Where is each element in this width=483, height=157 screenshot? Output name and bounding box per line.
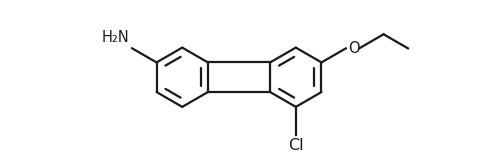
Text: Cl: Cl: [288, 138, 304, 153]
Text: O: O: [348, 41, 359, 56]
Text: H₂N: H₂N: [102, 30, 130, 45]
